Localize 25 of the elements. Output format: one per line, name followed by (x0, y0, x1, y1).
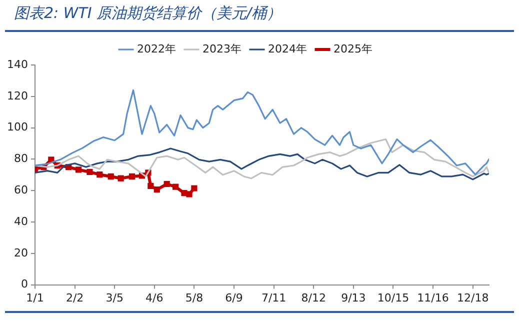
x-tick-label: 7/11 (261, 291, 286, 304)
legend-label: 2022年 (137, 42, 176, 56)
x-tick-label: 5/8 (185, 291, 204, 304)
x-tick-label: 12/18 (456, 291, 489, 304)
legend-label: 2024年 (268, 42, 307, 56)
x-tick-label: 10/15 (377, 291, 410, 304)
x-tick-label: 11/16 (417, 291, 449, 304)
chart-title: 图表2: WTI 原油期货结算价（美元/桶） (14, 4, 282, 23)
x-tick-label: 8/12 (301, 291, 326, 304)
x-tick-label: 3/5 (106, 291, 124, 304)
y-tick-label: 20 (14, 246, 28, 260)
y-tick-label: 140 (6, 58, 28, 71)
x-tick-label: 2/2 (66, 291, 84, 304)
y-tick-label: 0 (20, 278, 28, 291)
y-tick-label: 100 (6, 120, 28, 134)
x-tick-label: 6/9 (225, 291, 243, 304)
y-tick-label: 40 (14, 214, 28, 228)
y-tick-label: 80 (14, 152, 28, 166)
y-tick-label: 60 (14, 183, 28, 196)
legend-label: 2025年 (333, 42, 372, 56)
x-tick-label: 9/13 (341, 291, 366, 304)
x-tick-label: 1/1 (26, 291, 44, 304)
x-tick-label: 4/6 (146, 291, 164, 304)
y-tick-label: 120 (6, 89, 28, 102)
legend-label: 2023年 (202, 42, 242, 56)
